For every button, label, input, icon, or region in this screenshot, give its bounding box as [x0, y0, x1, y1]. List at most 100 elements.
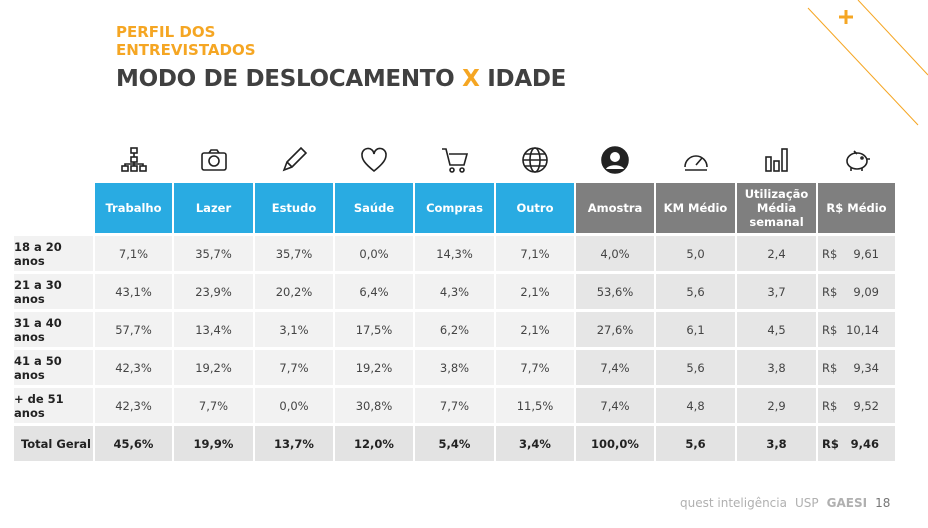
table-cell: 23,9%	[174, 274, 253, 309]
table-cell: 4,0%	[576, 236, 654, 271]
cart-icon	[415, 140, 494, 180]
table-cell: 19,2%	[174, 350, 253, 385]
table-cell: 42,3%	[95, 350, 172, 385]
row-label: 18 a 20 anos	[14, 236, 93, 271]
table-cell: 2,4	[737, 236, 816, 271]
gaesi-logo: GAESI	[826, 496, 868, 510]
globe-icon	[496, 140, 574, 180]
table-cell: 7,7%	[415, 388, 494, 423]
heart-icon	[335, 140, 413, 180]
table-cell: 19,2%	[335, 350, 413, 385]
page-title: MODO DE DESLOCAMENTO X IDADE	[116, 66, 566, 92]
table-cell: 42,3%	[95, 388, 172, 423]
pencil-icon	[255, 140, 333, 180]
table-cell: 5,0	[656, 236, 735, 271]
column-header: Trabalho	[95, 183, 172, 233]
corner-blank	[14, 140, 93, 180]
table-cell: 7,7%	[174, 388, 253, 423]
table-cell: 3,4%	[496, 426, 574, 461]
column-header: Estudo	[255, 183, 333, 233]
row-label: Total Geral	[14, 426, 93, 461]
column-header: Compras	[415, 183, 494, 233]
table-cell: 20,2%	[255, 274, 333, 309]
usp-logo: USP	[794, 496, 819, 510]
table-cell: 7,4%	[576, 388, 654, 423]
row-label: + de 51 anos	[14, 388, 93, 423]
table-cell: 7,1%	[95, 236, 172, 271]
piggy-bank-icon	[818, 140, 895, 180]
table-cell: 5,4%	[415, 426, 494, 461]
currency-symbol: R$	[822, 284, 838, 299]
table-cell: 45,6%	[95, 426, 172, 461]
table-cell: 0,0%	[335, 236, 413, 271]
table-cell: 4,5	[737, 312, 816, 347]
table-cell: 3,8%	[415, 350, 494, 385]
user-icon	[576, 140, 654, 180]
money-value: 9,52	[853, 398, 879, 413]
bar-chart-icon	[737, 140, 816, 180]
table-cell: 2,9	[737, 388, 816, 423]
table-cell: 7,7%	[255, 350, 333, 385]
row-label: 21 a 30 anos	[14, 274, 93, 309]
money-cell: R$ 10,14	[818, 312, 895, 347]
title-part-a: MODO DE DESLOCAMENTO	[116, 66, 463, 92]
table-cell: 3,7	[737, 274, 816, 309]
currency-symbol: R$	[822, 398, 838, 413]
table-cell: 7,1%	[496, 236, 574, 271]
quest-logo: quest inteligência	[680, 496, 787, 510]
money-value: 10,14	[846, 322, 879, 337]
table-cell: 30,8%	[335, 388, 413, 423]
row-label: 31 a 40 anos	[14, 312, 93, 347]
table-cell: 12,0%	[335, 426, 413, 461]
table-cell: 5,6	[656, 274, 735, 309]
org-chart-icon	[95, 140, 172, 180]
table-cell: 2,1%	[496, 312, 574, 347]
money-value: 9,46	[850, 436, 879, 451]
table-cell: 6,1	[656, 312, 735, 347]
table-cell: 6,4%	[335, 274, 413, 309]
table-cell: 17,5%	[335, 312, 413, 347]
currency-symbol: R$	[822, 360, 838, 375]
table-cell: 5,6	[656, 350, 735, 385]
table-cell: 6,2%	[415, 312, 494, 347]
table-cell: 14,3%	[415, 236, 494, 271]
table-cell: 35,7%	[174, 236, 253, 271]
money-cell: R$ 9,52	[818, 388, 895, 423]
table-cell: 3,8	[737, 350, 816, 385]
subtitle-line-2: ENTREVISTADOS	[116, 41, 256, 59]
table-cell: 2,1%	[496, 274, 574, 309]
table-cell: 100,0%	[576, 426, 654, 461]
table-cell: 0,0%	[255, 388, 333, 423]
subtitle-line-1: PERFIL DOS	[116, 23, 216, 41]
currency-symbol: R$	[822, 436, 839, 451]
table-cell: 19,9%	[174, 426, 253, 461]
table-cell: 7,4%	[576, 350, 654, 385]
footer: quest inteligência USP GAESI 18	[680, 496, 890, 510]
column-header: Lazer	[174, 183, 253, 233]
table-cell: 27,6%	[576, 312, 654, 347]
money-cell: R$ 9,34	[818, 350, 895, 385]
title-x: X	[462, 66, 480, 92]
column-header: Saúde	[335, 183, 413, 233]
column-header: Amostra	[576, 183, 654, 233]
table-cell: 13,7%	[255, 426, 333, 461]
currency-symbol: R$	[822, 322, 838, 337]
table-cell: 11,5%	[496, 388, 574, 423]
table-cell: 43,1%	[95, 274, 172, 309]
column-header: Utilização Média semanal	[737, 183, 816, 233]
table-cell: 7,7%	[496, 350, 574, 385]
money-value: 9,34	[853, 360, 879, 375]
column-header: KM Médio	[656, 183, 735, 233]
row-label: 41 a 50 anos	[14, 350, 93, 385]
camera-icon	[174, 140, 253, 180]
money-value: 9,09	[853, 284, 879, 299]
speedometer-icon	[656, 140, 735, 180]
money-cell: R$ 9,09	[818, 274, 895, 309]
table-cell: 5,6	[656, 426, 735, 461]
table-cell: 53,6%	[576, 274, 654, 309]
table-cell: 13,4%	[174, 312, 253, 347]
column-header: Outro	[496, 183, 574, 233]
money-cell: R$ 9,61	[818, 236, 895, 271]
money-value: 9,61	[853, 246, 879, 261]
table-cell: 57,7%	[95, 312, 172, 347]
